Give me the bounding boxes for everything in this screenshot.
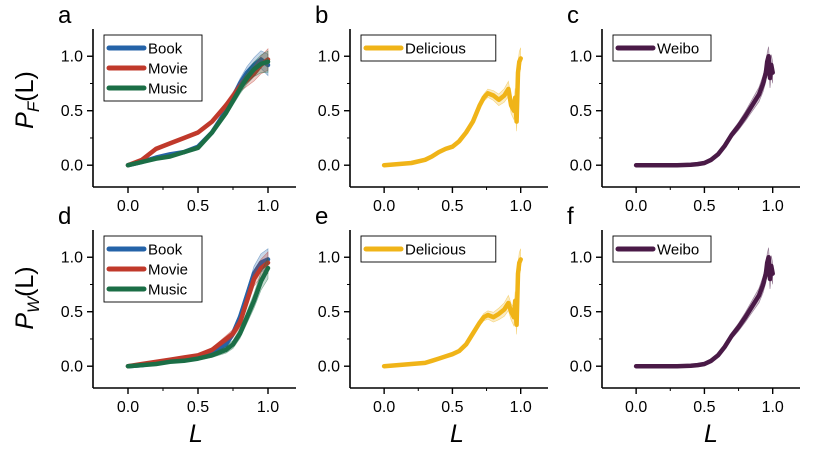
- panel-label-b: b: [315, 2, 328, 29]
- x-tick-label-e: 1.0: [510, 399, 532, 416]
- panel-d: d 0.0 0.5 1.0 0.0 0.5 1.0 Book Movie Music: [58, 203, 296, 416]
- x-tick-label-e: 0.5: [441, 399, 463, 416]
- series-line-a-music: [125, 59, 271, 168]
- legend-c: Weibo: [612, 34, 712, 62]
- band-e-delicious: [383, 248, 522, 368]
- legend-d: Book Movie Music: [103, 235, 203, 303]
- panel-label-e: e: [315, 203, 328, 230]
- y-title-top-sub: F: [24, 100, 43, 112]
- x-tick-label-d: 1.0: [257, 399, 279, 416]
- x-tick-label-d: 0.5: [187, 399, 209, 416]
- y-title-top-suffix: (L): [11, 71, 39, 102]
- x-tick-label-e: 0.0: [373, 399, 395, 416]
- panel-c: c 0.0 0.5 1.0 0.0 0.5 1.0 Weibo: [567, 2, 800, 215]
- x-tick-label-a: 0.5: [187, 198, 209, 215]
- panel-e: e 0.0 0.5 1.0 0.0 0.5 1.0 Delicious: [315, 203, 548, 416]
- y-tick-label-f: 0.0: [570, 359, 592, 376]
- x-tick-label-b: 0.0: [373, 198, 395, 215]
- legend-e: Delicious: [360, 235, 497, 263]
- y-tick-label-e: 0.5: [318, 304, 340, 321]
- y-tick-label-a: 0.5: [61, 103, 83, 120]
- y-tick-label-d: 0.0: [61, 359, 83, 376]
- legend-label-a-book: Book: [148, 41, 183, 58]
- legend-a: Book Movie Music: [103, 34, 203, 102]
- y-tick-label-a: 0.0: [61, 158, 83, 175]
- series-line-b-delicious: [381, 56, 523, 168]
- series-line-d-music: [125, 265, 271, 369]
- x-tick-label-a: 1.0: [257, 198, 279, 215]
- legend-label-e-delicious: Delicious: [405, 242, 466, 259]
- y-tick-label-d: 0.5: [61, 304, 83, 321]
- series-line-c-weibo: [633, 53, 775, 168]
- legend-label-a-music: Music: [148, 81, 188, 98]
- y-tick-label-a: 1.0: [61, 49, 83, 66]
- legend-label-d-movie: Movie: [148, 262, 188, 279]
- y-axis-title-top: PF(L): [11, 71, 43, 129]
- legend-label-d-book: Book: [148, 242, 183, 259]
- legend-label-f-weibo: Weibo: [657, 242, 699, 259]
- legend-box-c: [612, 34, 712, 62]
- y-tick-label-e: 1.0: [318, 250, 340, 267]
- x-tick-label-b: 1.0: [510, 198, 532, 215]
- y-tick-label-b: 0.0: [318, 158, 340, 175]
- panel-label-d: d: [58, 203, 71, 230]
- y-tick-label-e: 0.0: [318, 359, 340, 376]
- series-line-f-weibo: [633, 254, 775, 369]
- y-tick-label-c: 0.0: [570, 158, 592, 175]
- y-tick-label-b: 1.0: [318, 49, 340, 66]
- svg-text:PW(L): PW(L): [11, 266, 43, 329]
- x-tick-label-f: 0.5: [693, 399, 715, 416]
- y-title-bottom-main: P: [11, 313, 39, 330]
- x-axis-title-d: L: [189, 420, 203, 448]
- y-tick-label-b: 0.5: [318, 103, 340, 120]
- x-tick-label-f: 1.0: [762, 399, 784, 416]
- x-tick-label-c: 0.5: [693, 198, 715, 215]
- x-tick-label-f: 0.0: [625, 399, 647, 416]
- panel-label-a: a: [58, 2, 72, 29]
- panel-a: a 0.0 0.5 1.0 0.0 0.5 1.0 Book Movie Music: [58, 2, 296, 215]
- panel-b: b 0.0 0.5 1.0 0.0 0.5 1.0 Delicious: [315, 2, 548, 215]
- y-title-bottom-suffix: (L): [11, 266, 39, 297]
- y-axis-title-bottom: PW(L): [11, 266, 43, 329]
- x-tick-label-d: 0.0: [117, 399, 139, 416]
- legend-label-c-weibo: Weibo: [657, 41, 699, 58]
- y-tick-label-f: 1.0: [570, 250, 592, 267]
- y-title-top-main: P: [11, 112, 39, 129]
- x-tick-label-c: 0.0: [625, 198, 647, 215]
- x-tick-label-b: 0.5: [441, 198, 463, 215]
- x-axis-title-f: L: [704, 420, 718, 448]
- y-title-bottom-sub: W: [24, 295, 43, 313]
- legend-label-a-movie: Movie: [148, 61, 188, 78]
- panel-label-c: c: [567, 2, 579, 29]
- legend-b: Delicious: [360, 34, 497, 62]
- x-axis-title-e: L: [450, 420, 464, 448]
- y-tick-label-c: 0.5: [570, 103, 592, 120]
- legend-label-b-delicious: Delicious: [405, 41, 466, 58]
- x-tick-label-c: 1.0: [762, 198, 784, 215]
- x-tick-label-a: 0.0: [117, 198, 139, 215]
- svg-text:PF(L): PF(L): [11, 71, 43, 129]
- series-line-a-movie: [125, 57, 271, 168]
- y-tick-label-d: 1.0: [61, 250, 83, 267]
- panels: a 0.0 0.5 1.0 0.0 0.5 1.0 Book Movie Music b 0.0 0.5…: [58, 2, 800, 416]
- y-tick-label-f: 0.5: [570, 304, 592, 321]
- panel-label-f: f: [567, 203, 574, 230]
- legend-f: Weibo: [612, 235, 712, 263]
- panel-f: f 0.0 0.5 1.0 0.0 0.5 1.0 Weibo: [567, 203, 800, 416]
- legend-label-d-music: Music: [148, 282, 188, 299]
- series-line-e-delicious: [381, 257, 523, 369]
- y-tick-label-c: 1.0: [570, 49, 592, 66]
